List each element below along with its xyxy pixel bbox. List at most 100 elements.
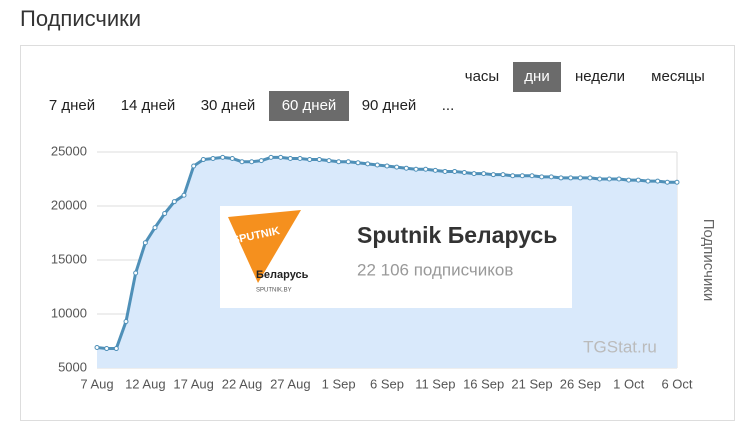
point bbox=[297, 155, 303, 161]
point bbox=[519, 173, 525, 179]
point bbox=[645, 178, 651, 184]
point bbox=[249, 159, 255, 165]
point bbox=[326, 158, 332, 164]
point bbox=[403, 165, 409, 171]
x-tick-label: 26 Sep bbox=[560, 376, 601, 391]
subscriber-count: 22 106 подписчиков bbox=[357, 260, 513, 279]
tab[interactable]: 7 дней bbox=[49, 97, 95, 114]
point bbox=[336, 159, 342, 165]
point bbox=[529, 173, 535, 179]
channel-card: SPUTNIK Беларусь SPUTNIK.BY Sputnik Бела… bbox=[220, 206, 572, 308]
point bbox=[345, 159, 351, 165]
tab[interactable]: недели bbox=[575, 68, 625, 85]
x-tick-label: 22 Aug bbox=[222, 376, 263, 391]
point bbox=[171, 199, 177, 205]
y-tick-label: 10000 bbox=[51, 305, 87, 320]
point bbox=[597, 176, 603, 182]
point bbox=[181, 192, 187, 198]
x-tick-label: 12 Aug bbox=[125, 376, 166, 391]
point bbox=[307, 157, 313, 163]
page-title: Подписчики bbox=[20, 6, 141, 31]
point bbox=[461, 170, 467, 176]
tab[interactable]: 14 дней bbox=[121, 97, 176, 114]
point bbox=[220, 154, 226, 160]
point bbox=[616, 176, 622, 182]
point bbox=[133, 270, 139, 276]
point bbox=[278, 154, 284, 160]
tab[interactable]: дни bbox=[524, 68, 549, 85]
point bbox=[374, 162, 380, 168]
point bbox=[152, 225, 158, 231]
x-tick-label: 27 Aug bbox=[270, 376, 311, 391]
y-tick-label: 15000 bbox=[51, 251, 87, 266]
x-tick-label: 1 Oct bbox=[613, 376, 644, 391]
tab[interactable]: 60 дней bbox=[282, 97, 337, 114]
tabs: часы дни недели месяцы 7 дней 14 дней 30 дней 6… bbox=[49, 62, 705, 121]
point bbox=[674, 179, 680, 185]
point bbox=[664, 179, 670, 185]
tab-active-bg bbox=[513, 62, 561, 92]
tab[interactable]: 90 дней bbox=[362, 97, 417, 114]
point bbox=[384, 163, 390, 169]
point bbox=[210, 155, 216, 161]
point bbox=[191, 163, 197, 169]
x-tick-label: 6 Oct bbox=[661, 376, 692, 391]
y-tick-label: 20000 bbox=[51, 197, 87, 212]
logo-url: SPUTNIK.BY bbox=[256, 288, 292, 294]
tab[interactable]: часы bbox=[465, 68, 499, 85]
point bbox=[413, 166, 419, 172]
logo-shape bbox=[228, 210, 301, 283]
point bbox=[258, 158, 264, 164]
point bbox=[471, 171, 477, 177]
point bbox=[587, 175, 593, 181]
y-tick-label: 5000 bbox=[58, 359, 87, 374]
x-tick-label: 11 Sep bbox=[415, 376, 455, 391]
point bbox=[200, 157, 206, 163]
point bbox=[287, 155, 293, 161]
point bbox=[635, 177, 641, 183]
point bbox=[577, 175, 583, 181]
point bbox=[500, 172, 506, 178]
x-tick-label: 17 Aug bbox=[173, 376, 214, 391]
point bbox=[539, 174, 545, 180]
x-tick-label: 21 Sep bbox=[511, 376, 552, 391]
point bbox=[355, 160, 361, 166]
point bbox=[490, 172, 496, 178]
tab[interactable]: месяцы bbox=[651, 68, 705, 85]
point bbox=[365, 161, 371, 167]
point bbox=[113, 346, 119, 352]
point bbox=[548, 174, 554, 180]
watermark: TGStat.ru bbox=[583, 337, 657, 356]
x-tick-label: 6 Sep bbox=[370, 376, 404, 391]
x-tick-label: 7 Aug bbox=[80, 376, 113, 391]
point bbox=[239, 159, 245, 165]
point bbox=[162, 211, 168, 217]
point bbox=[142, 240, 148, 246]
point bbox=[423, 166, 429, 172]
logo-subtitle: Беларусь bbox=[256, 269, 309, 281]
channel-name: Sputnik Беларусь bbox=[357, 222, 557, 248]
tab[interactable]: ... bbox=[442, 97, 455, 114]
point bbox=[510, 173, 516, 179]
x-tick-label: 1 Sep bbox=[322, 376, 356, 391]
point bbox=[442, 168, 448, 174]
point bbox=[568, 175, 574, 181]
point bbox=[104, 346, 110, 352]
point bbox=[606, 176, 612, 182]
tab-active-bg bbox=[269, 91, 349, 121]
point bbox=[123, 319, 129, 325]
point bbox=[626, 177, 632, 183]
y-tick-label: 25000 bbox=[51, 143, 87, 158]
point bbox=[94, 344, 100, 350]
point bbox=[268, 154, 274, 160]
point bbox=[394, 164, 400, 170]
point bbox=[655, 178, 661, 184]
x-tick-label: 16 Sep bbox=[463, 376, 504, 391]
y-axis-label: Подписчики bbox=[700, 219, 717, 302]
point bbox=[452, 168, 458, 174]
point bbox=[558, 175, 564, 181]
tab[interactable]: 30 дней bbox=[201, 97, 256, 114]
point bbox=[229, 155, 235, 161]
